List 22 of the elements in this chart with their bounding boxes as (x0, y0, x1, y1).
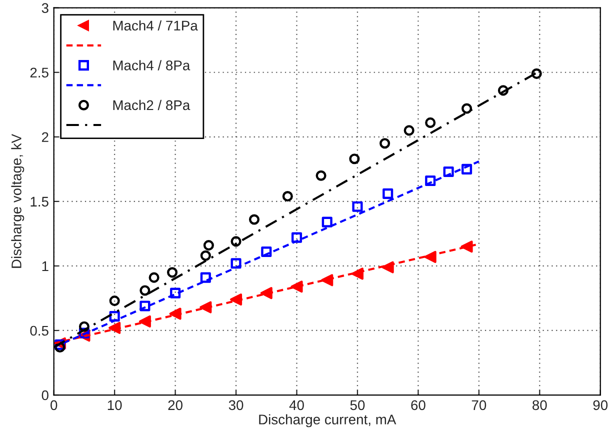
y-tick-label: 2.5 (30, 68, 48, 78)
x-tick-label: 20 (168, 400, 182, 410)
x-tick-label: 50 (350, 400, 365, 410)
legend-label: Mach4 / 71Pa (113, 20, 198, 31)
x-tick-label: 80 (532, 400, 547, 410)
y-tick-label: 2 (42, 132, 48, 142)
x-tick-label: 90 (593, 400, 608, 410)
y-tick-label: 3 (42, 3, 48, 14)
y-tick-label: 0 (42, 390, 48, 400)
y-axis-title: Discharge voltage, kV (11, 134, 24, 268)
legend-label: Mach4 / 8Pa (113, 60, 190, 70)
x-tick-label: 60 (411, 400, 426, 410)
y-tick-label: 1.5 (30, 196, 48, 207)
x-tick-label: 10 (108, 400, 122, 410)
x-tick-label: 30 (228, 400, 244, 410)
x-tick-label: 0 (50, 400, 58, 410)
x-axis-title: Discharge current, mA (259, 414, 396, 428)
legend-label: Mach2 / 8Pa (113, 100, 190, 110)
x-tick-label: 70 (472, 400, 486, 410)
x-tick-label: 40 (289, 400, 304, 410)
y-tick-label: 0.5 (30, 326, 48, 336)
y-tick-label: 1 (42, 261, 48, 271)
